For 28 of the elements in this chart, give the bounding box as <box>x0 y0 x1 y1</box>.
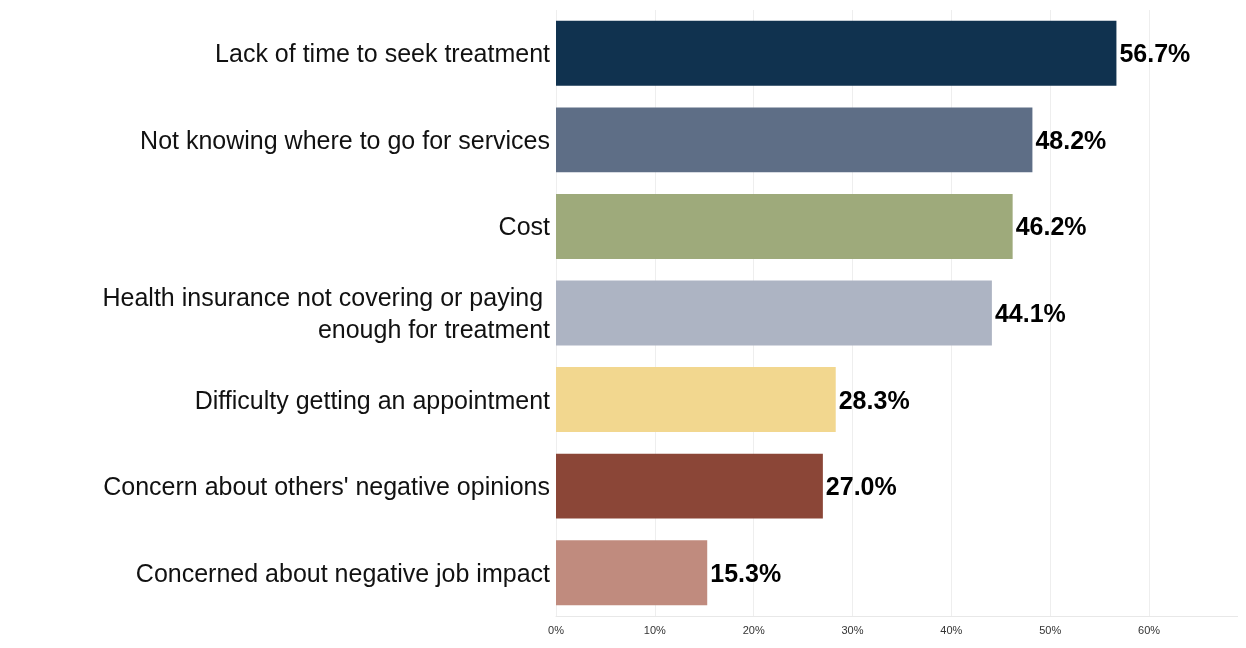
bar <box>556 193 1013 259</box>
data-label: 15.3% <box>710 558 782 587</box>
data-label: 44.1% <box>994 299 1066 327</box>
bar <box>556 20 1117 86</box>
data-label: 56.7% <box>1119 39 1191 68</box>
x-tick-label: 50% <box>1039 623 1062 636</box>
data-label: 28.3% <box>838 385 910 414</box>
x-tick-label: 40% <box>940 623 963 636</box>
data-label: 46.2% <box>1015 212 1087 241</box>
bar <box>556 107 1033 173</box>
bar <box>556 280 992 346</box>
x-tick-label: 10% <box>643 623 667 636</box>
x-tick-label: 60% <box>1138 623 1161 636</box>
bar <box>556 540 708 606</box>
bar <box>556 453 823 519</box>
y-tick-label: Difficulty getting an appointment <box>194 385 551 414</box>
bar <box>556 367 836 433</box>
x-tick-label: 0% <box>548 623 565 636</box>
y-tick-label: Health insurance not covering or paying enough for treatment <box>102 283 551 343</box>
x-tick-label: 30% <box>841 623 864 636</box>
y-tick-label: Concern about others' negative opinions <box>103 472 550 501</box>
y-tick-label: Concerned about negative job impact <box>135 558 551 587</box>
y-tick-label: Not knowing where to go for services <box>140 125 550 154</box>
x-tick-label: 20% <box>742 623 765 636</box>
data-label: 48.2% <box>1035 125 1107 154</box>
data-label: 27.0% <box>825 472 897 501</box>
y-tick-label: Lack of time to seek treatment <box>215 39 551 68</box>
y-tick-label: Cost <box>498 212 551 241</box>
